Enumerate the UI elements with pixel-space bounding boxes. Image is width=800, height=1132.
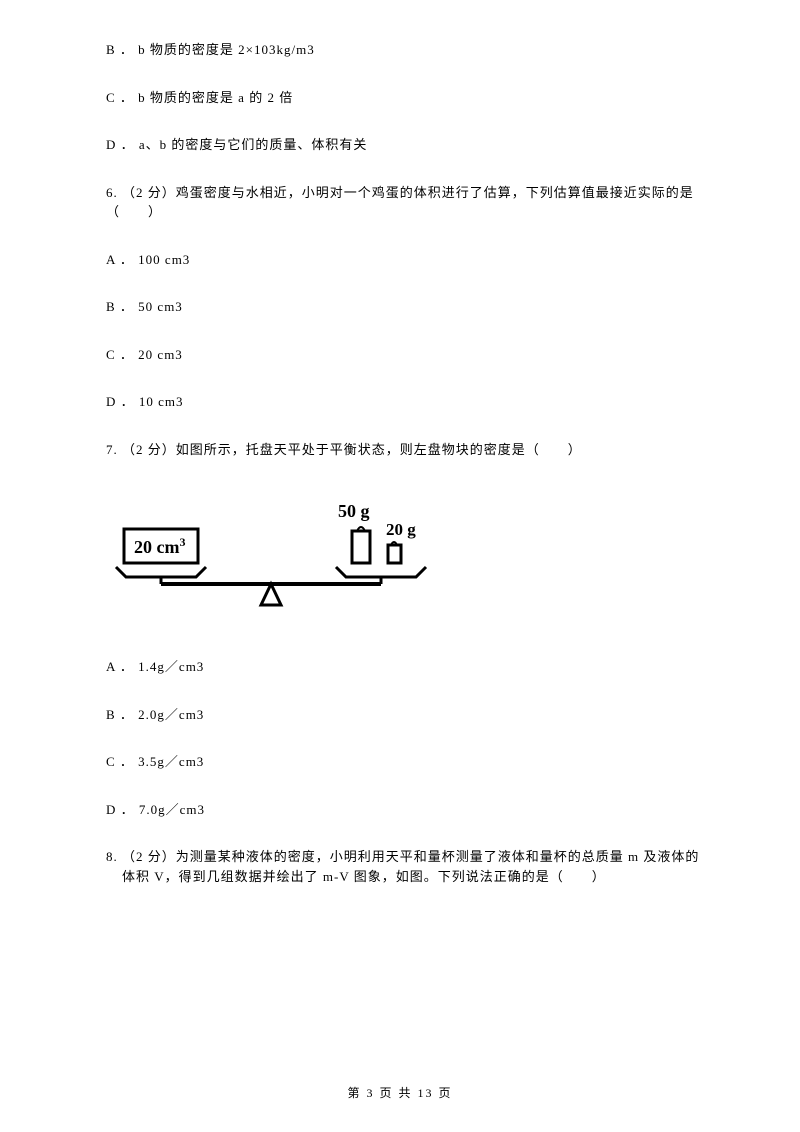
q7-option-a: A ． 1.4g／cm3 <box>90 657 710 677</box>
weight-20-label: 20 g <box>386 520 416 539</box>
question-7: 7. （2 分）如图所示，托盘天平处于平衡状态，则左盘物块的密度是（ ） <box>90 440 710 460</box>
question-8: 8. （2 分）为测量某种液体的密度，小明利用天平和量杯测量了液体和量杯的总质量… <box>90 847 710 886</box>
question-6: 6. （2 分）鸡蛋密度与水相近，小明对一个鸡蛋的体积进行了估算，下列估算值最接… <box>90 183 710 222</box>
box-label: 20 cm3 <box>134 535 185 557</box>
q6-option-b: B ． 50 cm3 <box>90 297 710 317</box>
page-footer: 第 3 页 共 13 页 <box>0 1084 800 1102</box>
weight-50-label: 50 g <box>338 501 370 521</box>
q6-option-a: A ． 100 cm3 <box>90 250 710 270</box>
prev-option-b: B ． b 物质的密度是 2×103kg/m3 <box>90 40 710 60</box>
q7-option-b: B ． 2.0g／cm3 <box>90 705 710 725</box>
prev-option-d: D ． a、b 的密度与它们的质量、体积有关 <box>90 135 710 155</box>
q7-option-c: C ． 3.5g／cm3 <box>90 752 710 772</box>
q6-option-c: C ． 20 cm3 <box>90 345 710 365</box>
prev-option-c: C ． b 物质的密度是 a 的 2 倍 <box>90 88 710 108</box>
q6-option-d: D ． 10 cm3 <box>90 392 710 412</box>
balance-figure: 20 cm3 50 g 20 g <box>106 487 710 617</box>
q7-option-d: D ． 7.0g／cm3 <box>90 800 710 820</box>
